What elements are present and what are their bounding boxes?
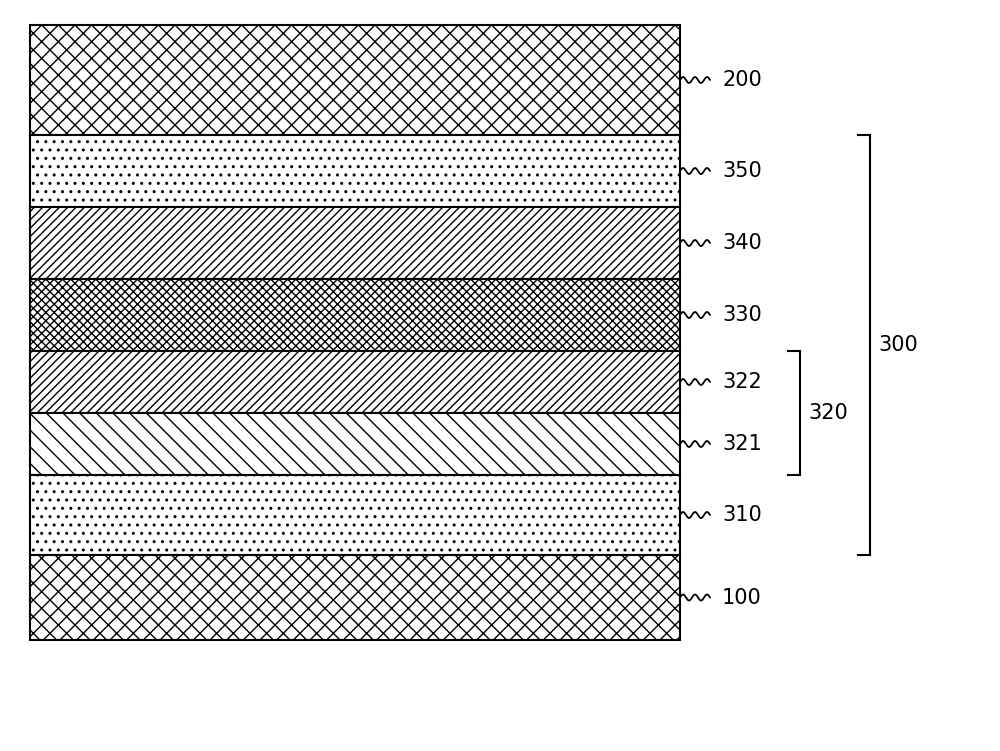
Bar (30, 475, 680, 555)
Bar (30, 413, 680, 475)
Bar (30, 135, 680, 207)
Bar (30, 279, 680, 351)
Text: 340: 340 (722, 233, 762, 253)
Text: 350: 350 (722, 161, 762, 181)
Text: 320: 320 (808, 403, 848, 423)
Bar (30, 207, 680, 279)
Bar (30, 555, 680, 640)
Text: 321: 321 (722, 434, 762, 454)
Text: 100: 100 (722, 587, 762, 608)
Text: 330: 330 (722, 305, 762, 325)
Text: 322: 322 (722, 372, 762, 392)
Text: 300: 300 (878, 335, 918, 355)
Bar (30, 25, 680, 135)
Text: 200: 200 (722, 70, 762, 90)
Bar (30, 351, 680, 413)
Text: 310: 310 (722, 505, 762, 525)
